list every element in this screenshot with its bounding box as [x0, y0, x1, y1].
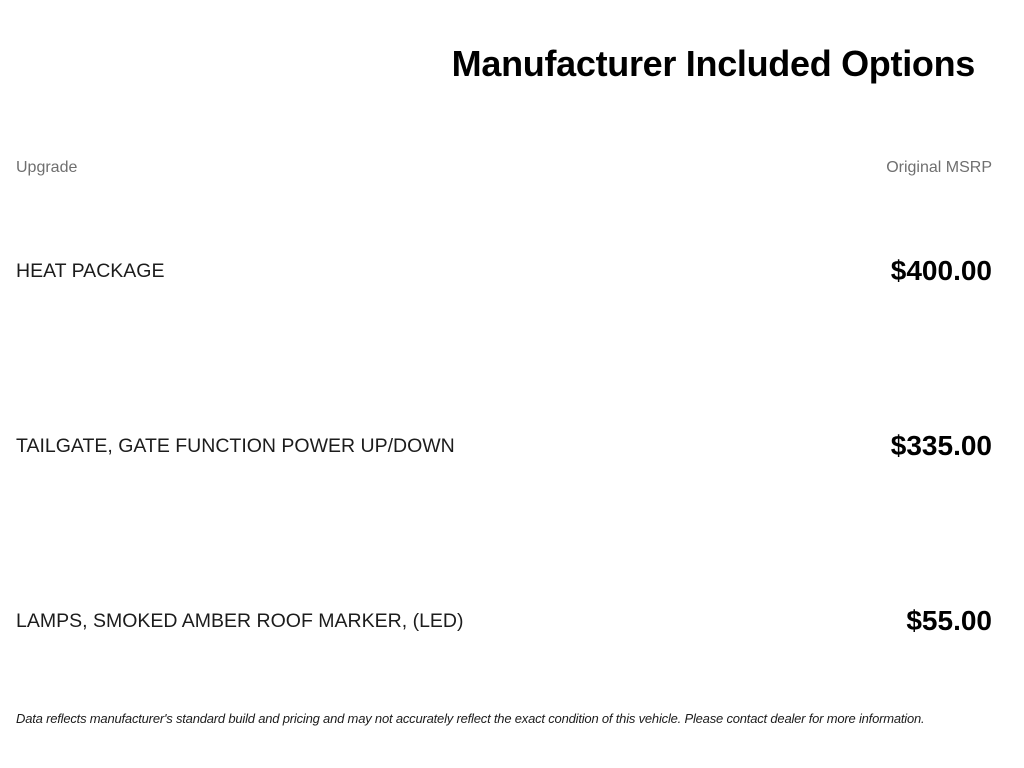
table-column-header: Upgrade Original MSRP [16, 159, 992, 177]
option-name: HEAT PACKAGE [16, 259, 165, 282]
disclaimer-text: Data reflects manufacturer's standard bu… [16, 711, 925, 726]
column-header-original-msrp: Original MSRP [886, 159, 992, 176]
table-row: HEAT PACKAGE $400.00 [16, 250, 992, 292]
option-name: TAILGATE, GATE FUNCTION POWER UP/DOWN [16, 434, 455, 457]
table-row: TAILGATE, GATE FUNCTION POWER UP/DOWN $3… [16, 425, 992, 467]
option-price: $335.00 [890, 430, 992, 461]
page-title: Manufacturer Included Options [451, 43, 976, 84]
option-price: $400.00 [890, 255, 992, 286]
option-name: LAMPS, SMOKED AMBER ROOF MARKER, (LED) [16, 609, 464, 632]
table-row: LAMPS, SMOKED AMBER ROOF MARKER, (LED) $… [16, 600, 992, 642]
option-price: $55.00 [906, 605, 992, 636]
column-header-upgrade: Upgrade [16, 159, 78, 176]
